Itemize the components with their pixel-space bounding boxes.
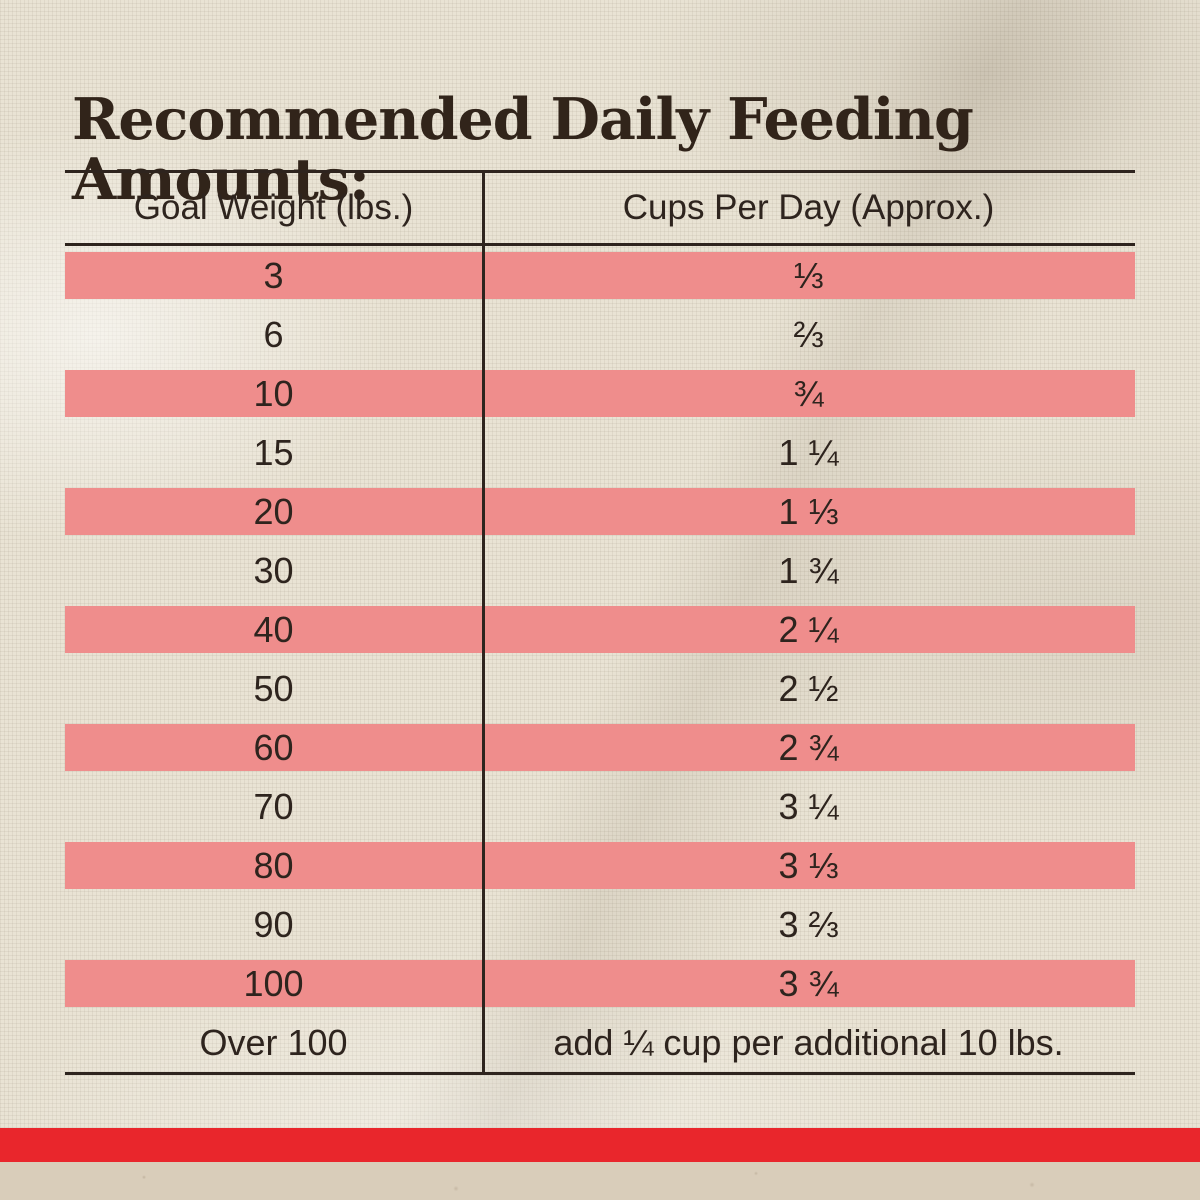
table-top-rule <box>65 170 1135 173</box>
goal-weight-cell: 90 <box>253 903 294 945</box>
goal-weight-cell: 6 <box>263 313 284 355</box>
goal-weight-cell: 10 <box>253 372 294 414</box>
table-body: 3 ⅓ 6 ⅔ 10 ¾ 15 1 ¼ 20 1 ⅓ 30 1 ¾ 40 2 ¼ 50 2 ½ 60 2 ¾ 70 3… <box>65 246 1135 1072</box>
table-header-rule <box>65 243 1135 246</box>
goal-weight-cell: 80 <box>253 844 294 886</box>
bottom-counter-surface <box>0 1162 1200 1200</box>
table-header-row: Goal Weight (lbs.) Cups Per Day (Approx.… <box>65 173 1135 243</box>
cups-per-day-cell: 2 ½ <box>778 667 839 709</box>
table-row: 70 3 ¼ <box>65 777 1135 836</box>
goal-weight-cell: 60 <box>253 726 294 768</box>
cups-per-day-cell: ¾ <box>793 372 824 414</box>
table-row: 40 2 ¼ <box>65 600 1135 659</box>
column-header-goal-weight: Goal Weight (lbs.) <box>133 188 414 227</box>
red-accent-bar <box>0 1128 1200 1162</box>
cups-per-day-cell: add ¼ cup per additional 10 lbs. <box>553 1021 1064 1063</box>
cups-per-day-cell: 2 ¾ <box>778 726 839 768</box>
feeding-table: Goal Weight (lbs.) Cups Per Day (Approx.… <box>65 170 1135 1075</box>
table-row: 15 1 ¼ <box>65 423 1135 482</box>
table-row: 50 2 ½ <box>65 659 1135 718</box>
page-title: Recommended Daily Feeding Amounts: <box>72 86 974 214</box>
table-row: 30 1 ¾ <box>65 541 1135 600</box>
goal-weight-cell: 70 <box>253 785 294 827</box>
cups-per-day-cell: 2 ¼ <box>778 608 839 650</box>
table-row: 60 2 ¾ <box>65 718 1135 777</box>
table-row: 80 3 ⅓ <box>65 836 1135 895</box>
table-column-divider <box>482 170 485 1075</box>
goal-weight-cell: 50 <box>253 667 294 709</box>
cups-per-day-cell: 3 ⅓ <box>778 844 839 886</box>
table-row: 90 3 ⅔ <box>65 895 1135 954</box>
goal-weight-cell: 100 <box>243 962 304 1004</box>
cups-per-day-cell: 1 ¾ <box>778 549 839 591</box>
goal-weight-cell: 20 <box>253 490 294 532</box>
table-bottom-rule <box>65 1072 1135 1075</box>
cups-per-day-cell: 1 ⅓ <box>778 490 839 532</box>
cups-per-day-cell: 3 ¾ <box>778 962 839 1004</box>
cups-per-day-cell: ⅔ <box>793 313 824 355</box>
table-row: Over 100 add ¼ cup per additional 10 lbs. <box>65 1013 1135 1072</box>
cups-per-day-cell: 3 ¼ <box>778 785 839 827</box>
goal-weight-cell: Over 100 <box>199 1021 348 1063</box>
cups-per-day-cell: 1 ¼ <box>778 431 839 473</box>
goal-weight-cell: 15 <box>253 431 294 473</box>
table-row: 20 1 ⅓ <box>65 482 1135 541</box>
cups-per-day-cell: 3 ⅔ <box>778 903 839 945</box>
column-header-cups-per-day: Cups Per Day (Approx.) <box>622 188 995 227</box>
goal-weight-cell: 40 <box>253 608 294 650</box>
cups-per-day-cell: ⅓ <box>793 254 824 296</box>
table-row: 100 3 ¾ <box>65 954 1135 1013</box>
goal-weight-cell: 30 <box>253 549 294 591</box>
table-row: 10 ¾ <box>65 364 1135 423</box>
goal-weight-cell: 3 <box>263 254 284 296</box>
